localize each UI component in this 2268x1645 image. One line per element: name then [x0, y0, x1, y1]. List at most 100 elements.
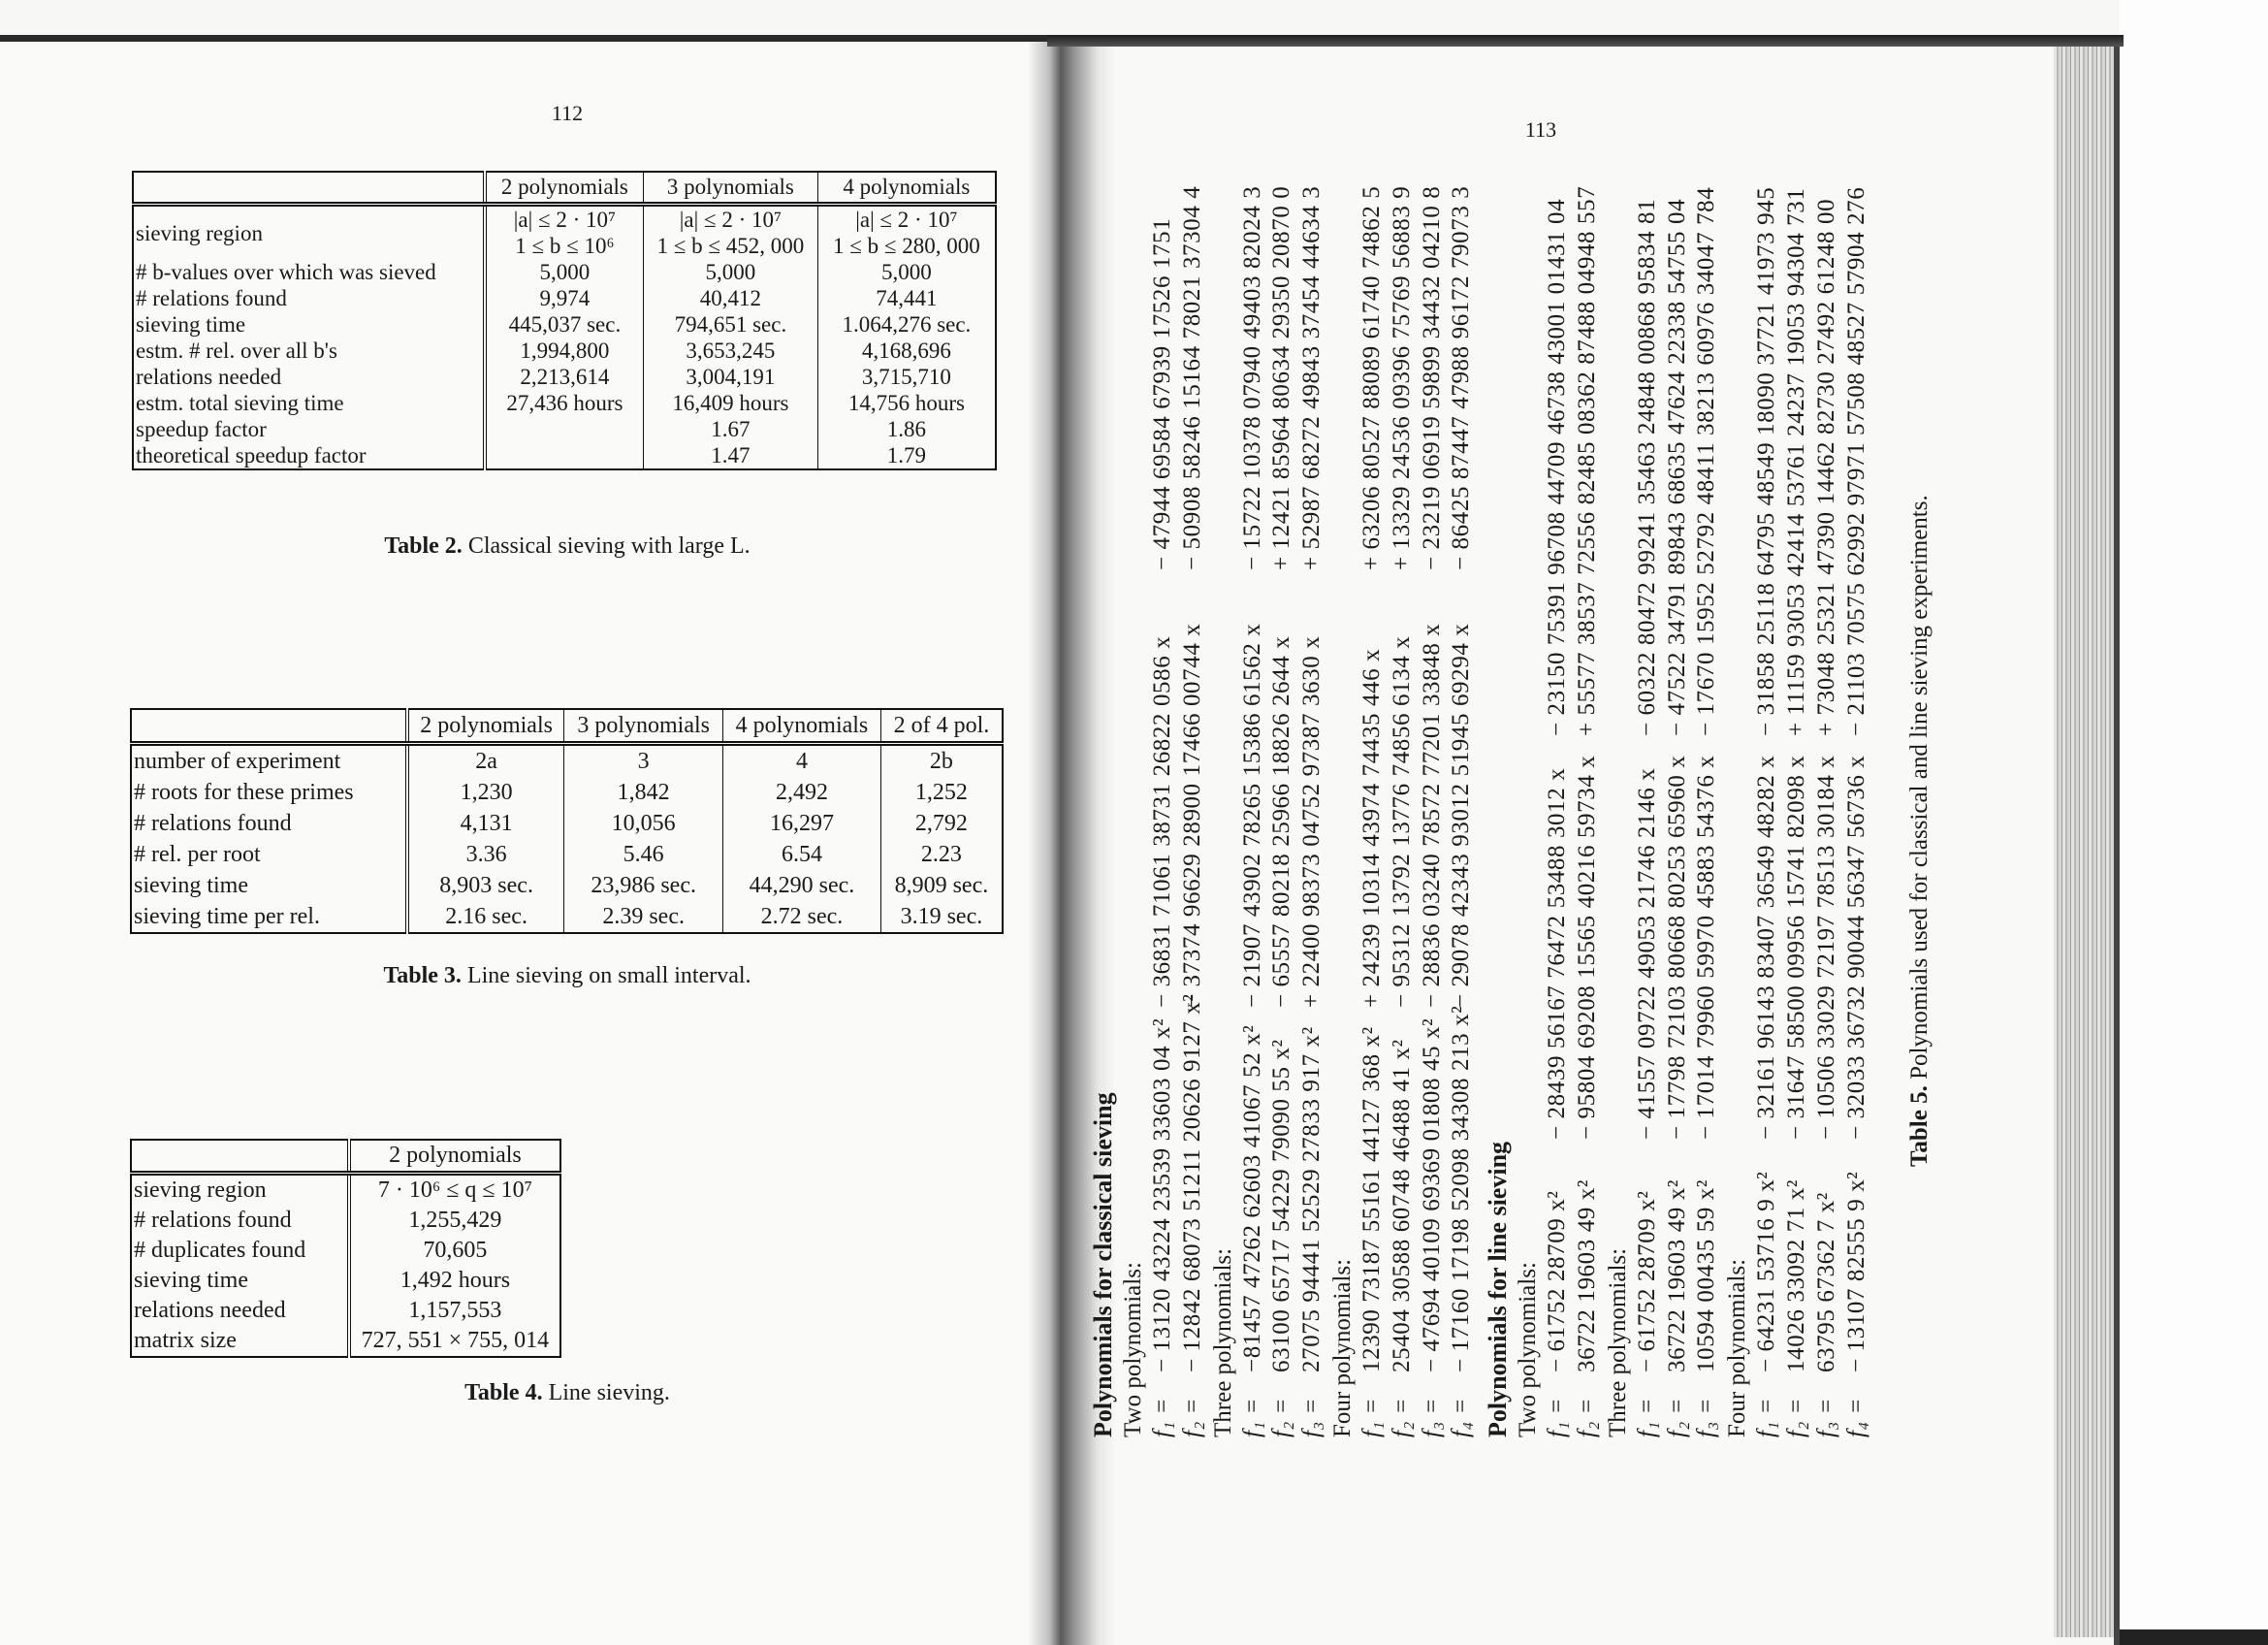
- table-cell: 3.19 sec.: [900, 904, 983, 929]
- table-cell: 1.86: [886, 417, 926, 441]
- column-header: 3 polynomials: [643, 172, 818, 207]
- row-label: speedup factor: [133, 416, 487, 442]
- row-label: relations needed: [131, 1296, 351, 1326]
- table-cell: 2a: [406, 743, 565, 777]
- polynomial-line: f₃ = 63795 67362 7 x² − 10506 33029 72197…: [1812, 157, 1842, 1437]
- table-header-row: 2 polynomials: [131, 1140, 560, 1176]
- linear-term: − 32033 36732 90044 56347 56736 x: [1842, 755, 1869, 1140]
- table-cell: 3.36: [406, 839, 565, 870]
- table-cell: 2.39 sec.: [563, 901, 724, 933]
- table-3-caption: Table 3. Line sieving on small interval.: [383, 963, 751, 989]
- polynomial-line: f₄ = − 17160 17198 52098 34308 213 x² − 29…: [1447, 157, 1477, 1437]
- right-page: [1115, 47, 2056, 1645]
- linear-term: − 95312 13792 13776 74856 6134 x: [1388, 635, 1415, 1008]
- page-edges: [2054, 47, 2116, 1637]
- polynomial-name: f₁ =: [1238, 1397, 1265, 1437]
- table-row: sieving time per rel. 2.16 sec. 2.39 sec. 2…: [131, 901, 1003, 933]
- row-label: # b-values over which was sieved: [133, 259, 487, 285]
- scanner-edge: [2120, 1629, 2268, 1645]
- table-cell: 445,037 sec.: [484, 311, 645, 338]
- table-4: 2 polynomials sieving region 7 · 10⁶ ≤ q ≤…: [130, 1139, 561, 1358]
- quadratic-term: − 64231 53716 9 x²: [1753, 1171, 1780, 1372]
- quadratic-term: 14026 33092 71 x²: [1782, 1179, 1809, 1372]
- table-cell: |a| ≤ 2 · 10⁷ 1 ≤ b ≤ 10⁶: [484, 204, 645, 259]
- table-row: estm. # rel. over all b's 1,994,800 3,653,…: [133, 338, 996, 364]
- quadratic-term: − 12842 68073 51211 20626 9127 x²: [1178, 993, 1205, 1372]
- linear-term: − 17014 79960 59970 45883 54376 x: [1693, 755, 1720, 1140]
- row-label: estm. # rel. over all b's: [133, 338, 487, 364]
- table-cell: 1,994,800: [484, 338, 645, 364]
- constant-term: − 23150 75391 96708 44709 46738 43001 01…: [1544, 198, 1571, 736]
- polynomial-name: f₁ =: [1544, 1397, 1571, 1437]
- table-row: relations needed 1,157,553: [131, 1296, 560, 1326]
- table-cell: 16,409 hours: [643, 390, 818, 416]
- table-cell: 40,412: [643, 285, 818, 311]
- table-row: # roots for these primes 1,230 1,842 2,492 1…: [131, 777, 1003, 808]
- row-label: sieving region: [133, 204, 487, 259]
- quadratic-term: − 47694 40109 69369 01808 45 x²: [1418, 1017, 1445, 1372]
- table-row: # relations found 9,974 40,412 74,441: [133, 285, 996, 311]
- table-cell: 1,492 hours: [399, 1268, 511, 1293]
- polynomial-line: f₂ = − 12842 68073 51211 20626 9127 x² − 3…: [1178, 157, 1208, 1437]
- table-cell: 8,903 sec.: [406, 870, 565, 901]
- table-cell: 2.16 sec.: [406, 901, 565, 933]
- table-cell: 2,792: [914, 811, 968, 836]
- table-cell: 3,653,245: [643, 338, 818, 364]
- constant-term: − 17670 15952 52792 48411 38213 60976 34…: [1693, 186, 1720, 736]
- table-header-row: 2 polynomials 3 polynomials 4 polynomials: [133, 172, 996, 207]
- group-label: Four polynomials:: [1724, 1258, 1751, 1437]
- table-row: estm. total sieving time 27,436 hours 16,4…: [133, 390, 996, 416]
- constant-term: + 52987 68272 49843 37454 44634 3: [1298, 185, 1326, 570]
- polynomial-line: f₂ = 63100 65717 54229 79090 55 x² − 6555…: [1267, 157, 1297, 1437]
- row-label: # relations found: [131, 1206, 351, 1236]
- table-cell: 4,131: [406, 808, 565, 839]
- column-header: [133, 172, 487, 207]
- table-cell: 70,605: [423, 1238, 488, 1263]
- caption-label: Table 3.: [383, 963, 462, 988]
- table-row: # b-values over which was sieved 5,000 5,0…: [133, 259, 996, 285]
- row-label: sieving region: [131, 1173, 351, 1206]
- table-cell: 3,004,191: [643, 364, 818, 390]
- linear-term: − 65557 80218 25966 18826 2644 x: [1268, 635, 1295, 1008]
- table-cell: |a| ≤ 2 · 10⁷ 1 ≤ b ≤ 280, 000: [833, 208, 980, 258]
- table-cell: 1,252: [914, 780, 968, 805]
- quadratic-term: 63100 65717 54229 79090 55 x²: [1268, 1039, 1295, 1372]
- table-cell: 27,436 hours: [484, 390, 645, 416]
- group-label: Three polynomials:: [1209, 1247, 1236, 1437]
- page-number-right: 113: [1524, 117, 1557, 142]
- section-heading: Polynomials for line sieving: [1484, 1141, 1513, 1437]
- table-cell: 23,986 sec.: [563, 870, 724, 901]
- row-label: sieving time: [131, 1266, 351, 1296]
- group-label: Two polynomials:: [1515, 1262, 1542, 1437]
- linear-term: + 24239 10314 43974 74435 446 x: [1358, 648, 1385, 1008]
- row-label: # relations found: [131, 808, 409, 839]
- polynomial-name: f₂ =: [1782, 1397, 1809, 1437]
- polynomial-name: f₄ =: [1448, 1397, 1475, 1437]
- table-cell: 2,492: [722, 777, 881, 808]
- table-cell: 44,290 sec.: [722, 870, 881, 901]
- page-number-left: 112: [551, 101, 584, 125]
- table-cell: 1,157,553: [408, 1298, 502, 1323]
- table-cell: 2,213,614: [484, 364, 645, 390]
- linear-term: − 41557 09722 49053 21746 2146 x: [1633, 767, 1660, 1140]
- row-label: sieving time per rel.: [131, 901, 409, 933]
- quadratic-term: −81457 47262 62603 41067 52 x²: [1238, 1024, 1265, 1372]
- constant-term: − 23219 06919 59899 34432 04210 8: [1418, 185, 1445, 570]
- table-cell: 1,230: [406, 777, 565, 808]
- polynomial-line: f₂ = 36722 19603 49 x² − 95804 69208 1556…: [1573, 157, 1603, 1437]
- quadratic-term: − 61752 28709 x²: [1544, 1190, 1571, 1372]
- polynomial-line: f₃ = 27075 94441 52529 27833 917 x² + 224…: [1297, 157, 1327, 1437]
- table-5-caption: Table 5. Polynomials used for classical …: [1906, 495, 1933, 1167]
- table-cell: 7 · 10⁶ ≤ q ≤ 10⁷: [377, 1177, 532, 1203]
- table-row: sieving region |a| ≤ 2 · 10⁷ 1 ≤ b ≤ 10⁶…: [133, 204, 996, 259]
- quadratic-term: 10594 00435 59 x²: [1693, 1179, 1720, 1372]
- row-label: # roots for these primes: [131, 777, 409, 808]
- row-label: # duplicates found: [131, 1236, 351, 1266]
- linear-term: − 37374 96629 28900 17466 00744 x: [1178, 623, 1205, 1008]
- caption-text: Line sieving on small interval.: [466, 963, 751, 988]
- caption-text: Line sieving.: [548, 1380, 670, 1405]
- table-cell: 727, 551 × 755, 014: [361, 1328, 550, 1353]
- table-cell: 5,000: [643, 259, 818, 285]
- table-cell: [484, 442, 645, 469]
- scanner-background: [2120, 0, 2268, 1645]
